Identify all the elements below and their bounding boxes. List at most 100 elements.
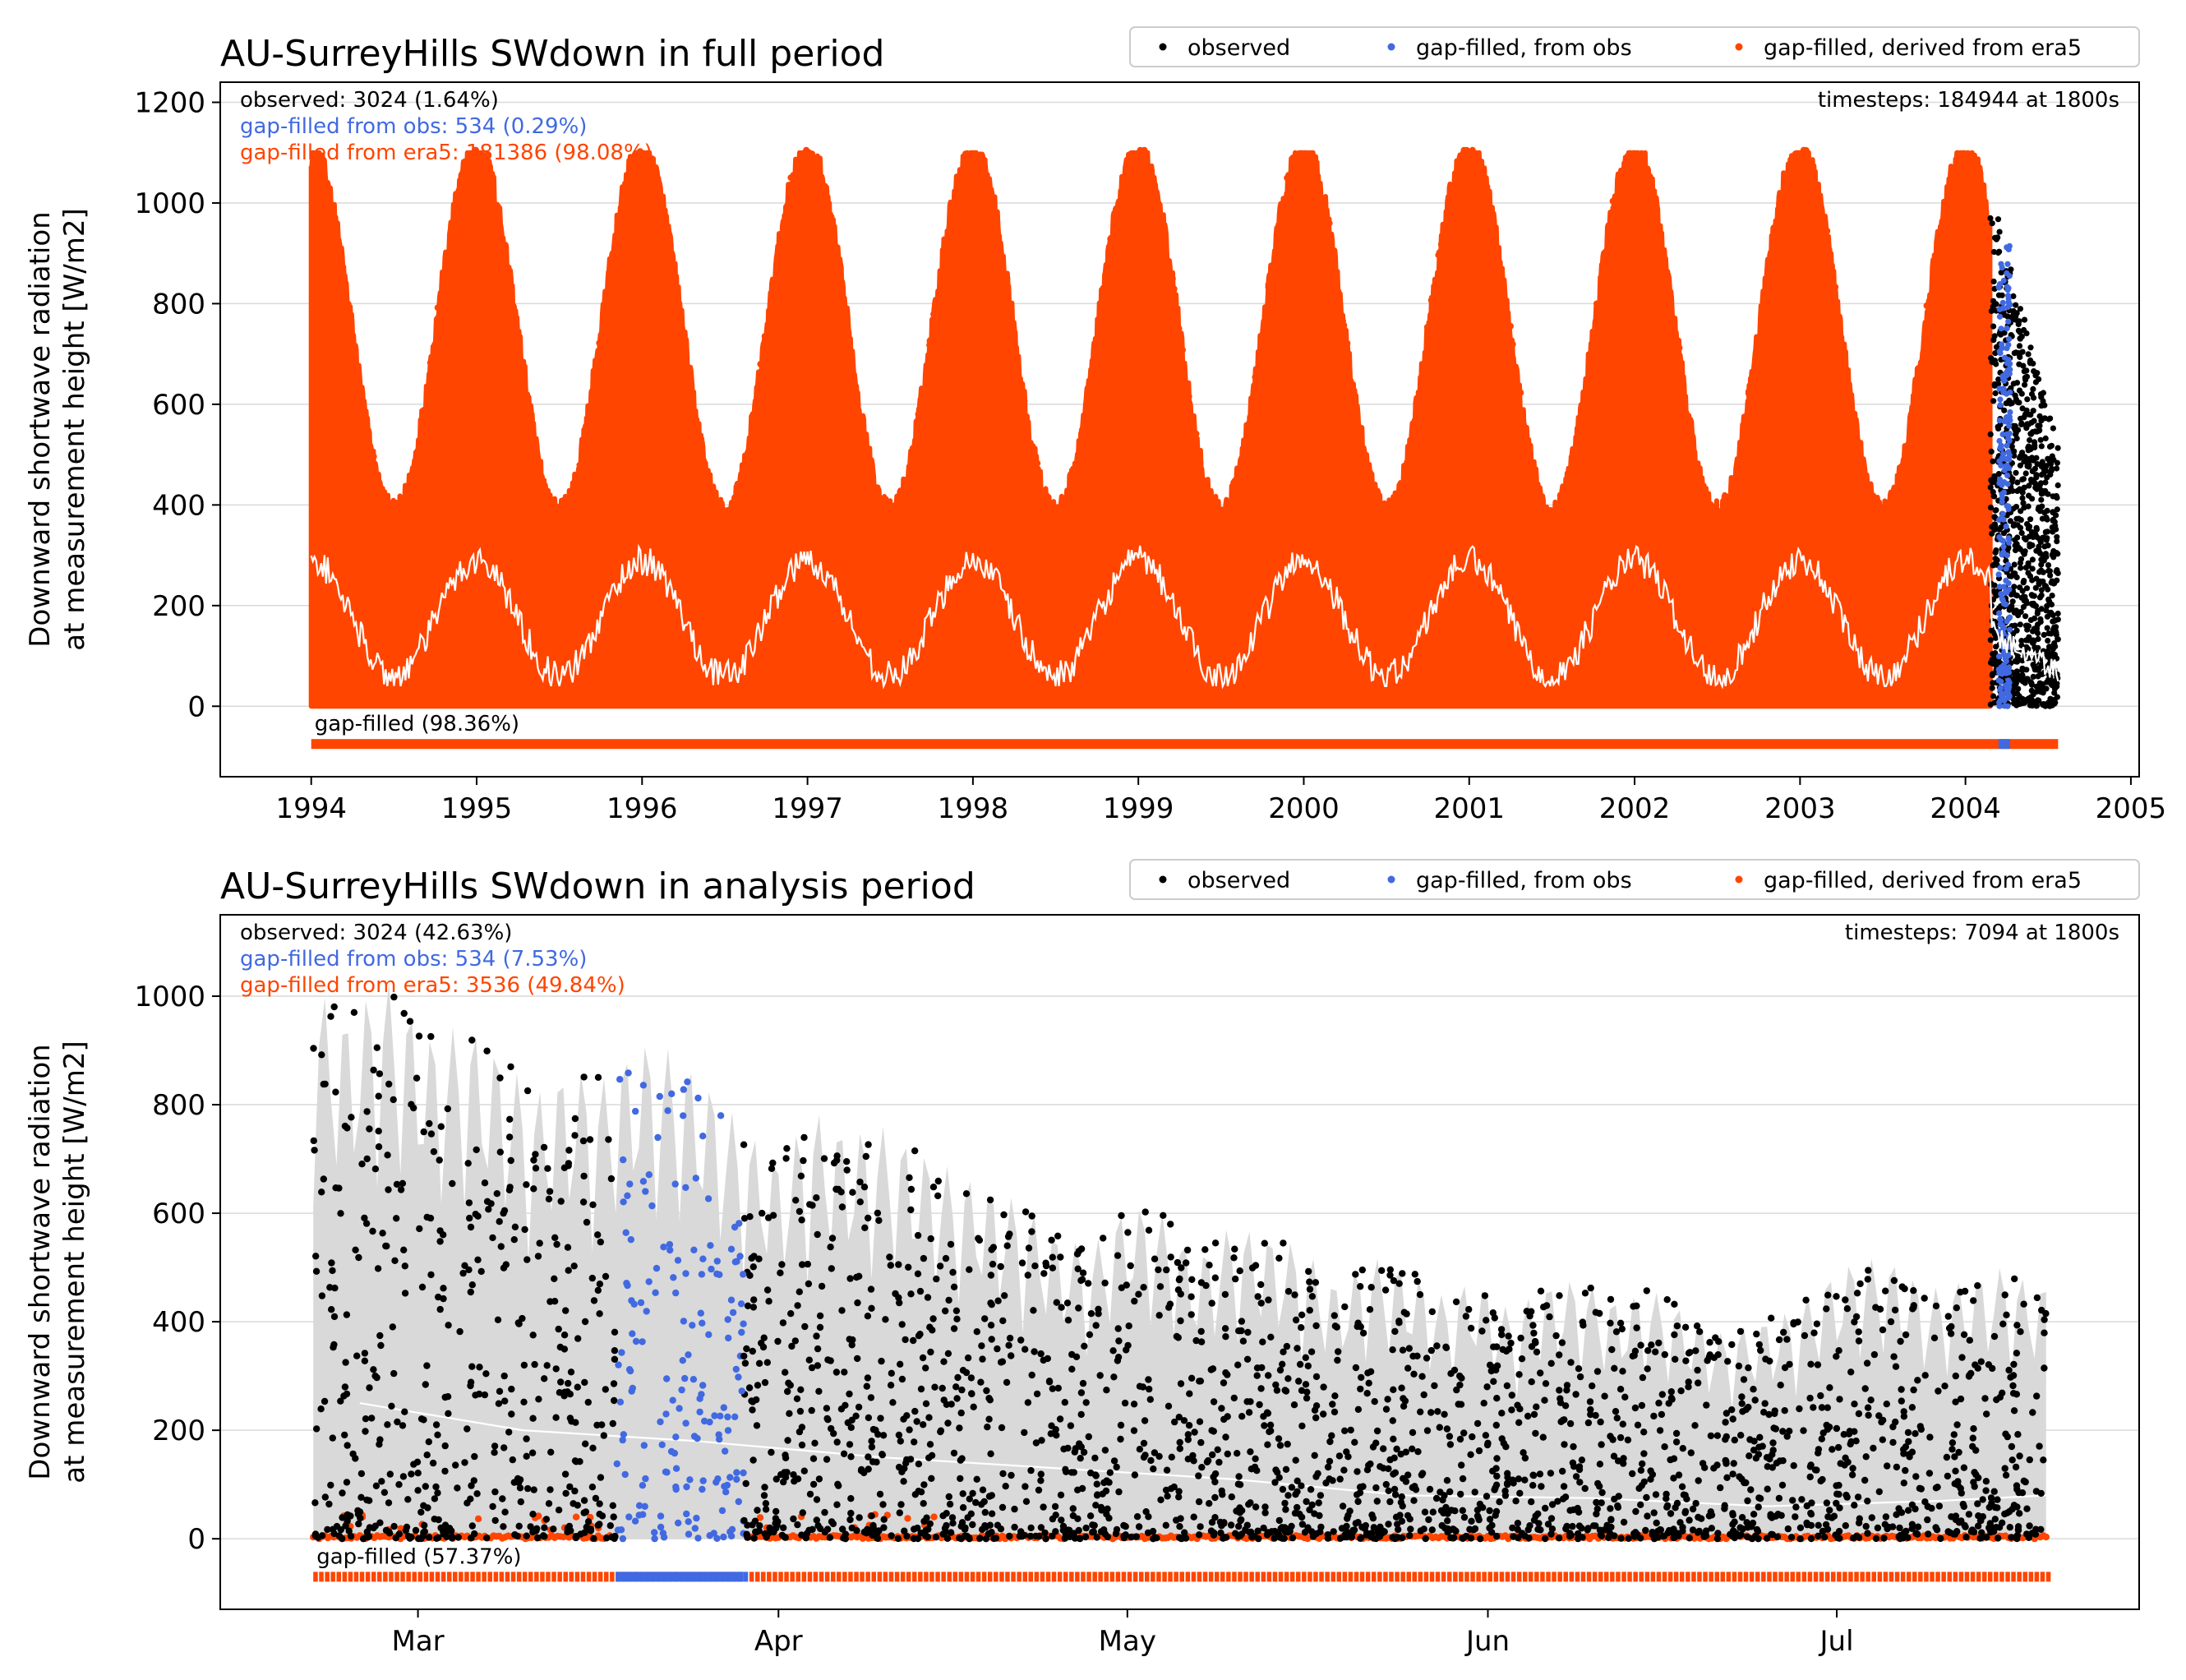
point-observed <box>1117 1436 1123 1442</box>
point-observed <box>2029 1409 2036 1415</box>
point-observed <box>1821 1534 1828 1540</box>
point-observed <box>1038 1470 1045 1477</box>
point-observed <box>1870 1445 1876 1452</box>
point-observed <box>1437 1424 1443 1431</box>
point-observed <box>565 1267 572 1274</box>
point-gapfilled-era5 <box>1765 257 1772 264</box>
point-observed <box>791 1478 797 1484</box>
point-observed <box>524 1087 531 1094</box>
point-gapfilled-era5 <box>454 201 461 208</box>
point-observed <box>2020 405 2026 411</box>
point-gapfilled-obs <box>694 1535 701 1541</box>
point-observed <box>2011 1407 2018 1414</box>
point-observed <box>313 1268 320 1275</box>
point-observed <box>1331 1312 1338 1318</box>
point-gapfilled-era5 <box>382 524 389 531</box>
point-observed <box>1842 1492 1849 1498</box>
point-observed <box>1489 1468 1496 1475</box>
point-gapfilled-era5 <box>448 221 454 228</box>
point-observed <box>535 1396 542 1402</box>
point-observed <box>838 1307 845 1313</box>
point-gapfilled-era5 <box>1473 190 1480 196</box>
point-gapfilled-era5 <box>617 240 624 247</box>
point-gapfilled-era5 <box>362 431 368 437</box>
point-observed <box>2043 607 2049 613</box>
point-gapfilled-obs <box>618 1349 625 1355</box>
point-observed <box>999 1504 1006 1511</box>
gapfilled-indicator-bar <box>311 739 2059 749</box>
point-observed <box>1114 1464 1120 1470</box>
point-gapfilled-obs <box>1999 664 2004 670</box>
point-observed <box>505 1428 512 1435</box>
point-observed <box>1451 1367 1458 1373</box>
point-gapfilled-obs <box>736 1498 742 1505</box>
point-observed <box>2038 1307 2045 1313</box>
point-gapfilled-era5 <box>1776 201 1782 207</box>
point-gapfilled-era5 <box>1409 459 1415 465</box>
point-gapfilled-era5 <box>1667 314 1673 321</box>
point-observed <box>948 1241 954 1248</box>
point-observed <box>1132 1471 1138 1478</box>
point-observed <box>1091 1455 1098 1461</box>
point-gapfilled-obs <box>740 1470 746 1476</box>
point-gapfilled-era5 <box>344 307 350 314</box>
point-gapfilled-era5 <box>473 170 479 177</box>
point-observed <box>1188 1311 1195 1318</box>
point-observed <box>900 1478 906 1484</box>
point-observed <box>1068 1422 1074 1428</box>
point-observed <box>1205 1457 1211 1464</box>
point-observed <box>1325 1464 1331 1470</box>
point-observed <box>574 1502 581 1508</box>
point-gapfilled-era5 <box>1538 500 1544 506</box>
point-observed <box>459 1270 466 1276</box>
point-gapfilled-era5 <box>1883 508 1889 515</box>
point-observed <box>1476 1447 1483 1454</box>
point-gapfilled-era5 <box>1338 311 1344 317</box>
point-observed <box>1617 1386 1624 1392</box>
point-observed <box>1679 1524 1686 1530</box>
point-observed <box>2043 529 2049 535</box>
point-observed <box>915 1461 922 1467</box>
annotation-gapfilled-era5: gap-filled from era5: 181386 (98.08%) <box>240 141 653 165</box>
point-observed <box>1218 1405 1224 1411</box>
point-observed <box>498 1243 505 1249</box>
point-gapfilled-obs <box>685 1518 692 1525</box>
point-observed <box>1128 1534 1134 1540</box>
point-observed <box>610 1420 616 1427</box>
point-observed <box>1607 1516 1614 1523</box>
point-observed <box>1842 1296 1848 1303</box>
point-observed <box>1412 1271 1418 1277</box>
point-observed <box>496 1388 503 1395</box>
point-observed <box>1847 1368 1854 1375</box>
point-observed <box>848 1424 855 1431</box>
point-observed <box>1212 1239 1219 1246</box>
point-observed <box>1961 1503 1967 1510</box>
point-gapfilled-era5 <box>727 528 734 535</box>
point-observed <box>491 1442 498 1449</box>
point-observed <box>1247 1448 1253 1455</box>
point-observed <box>1958 1485 1964 1492</box>
x-tick-label: 2001 <box>1433 792 1505 825</box>
point-observed <box>798 1173 805 1179</box>
point-gapfilled-era5 <box>1342 335 1349 341</box>
point-observed <box>2002 1465 2008 1471</box>
point-observed <box>1195 1472 1201 1479</box>
point-gapfilled-era5 <box>673 289 680 296</box>
point-observed <box>440 1285 446 1291</box>
point-gapfilled-era5 <box>930 1513 937 1520</box>
point-observed <box>551 1298 558 1304</box>
point-observed <box>1496 1498 1502 1505</box>
point-observed <box>869 1523 876 1530</box>
point-gapfilled-obs <box>1996 571 2002 577</box>
point-observed <box>1992 561 1998 566</box>
point-observed <box>1367 1461 1373 1467</box>
point-observed <box>1160 1212 1166 1219</box>
point-gapfilled-era5 <box>1818 217 1824 224</box>
point-gapfilled-era5 <box>1234 495 1240 501</box>
point-gapfilled-era5 <box>1904 470 1911 477</box>
point-observed <box>1446 1433 1453 1439</box>
point-gapfilled-era5 <box>1383 510 1390 517</box>
point-observed <box>543 1516 550 1522</box>
point-gapfilled-era5 <box>2043 1534 2050 1540</box>
point-observed <box>947 1501 953 1507</box>
